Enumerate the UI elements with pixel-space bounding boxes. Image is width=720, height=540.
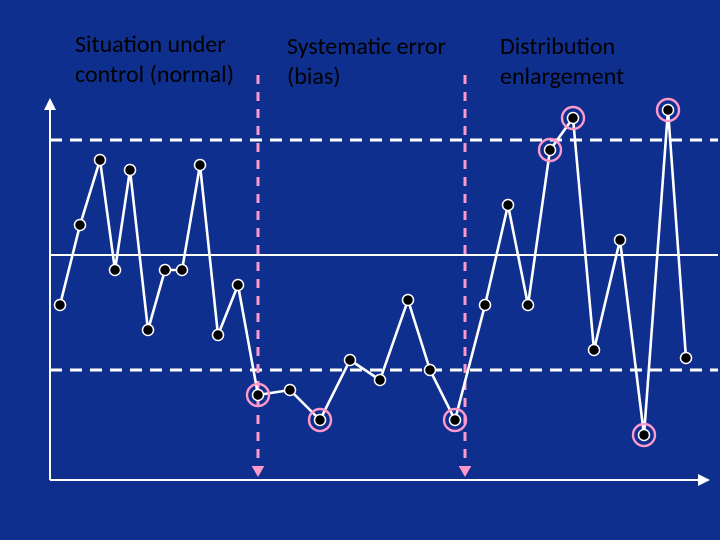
label-systematic-bias: Systematic error (bias) xyxy=(287,32,447,92)
slide-container: Situation under control (normal) Systema… xyxy=(0,0,720,540)
label-distribution-enlargement: Distribution enlargement xyxy=(500,32,680,92)
label-situation-normal: Situation under control (normal) xyxy=(75,30,235,90)
